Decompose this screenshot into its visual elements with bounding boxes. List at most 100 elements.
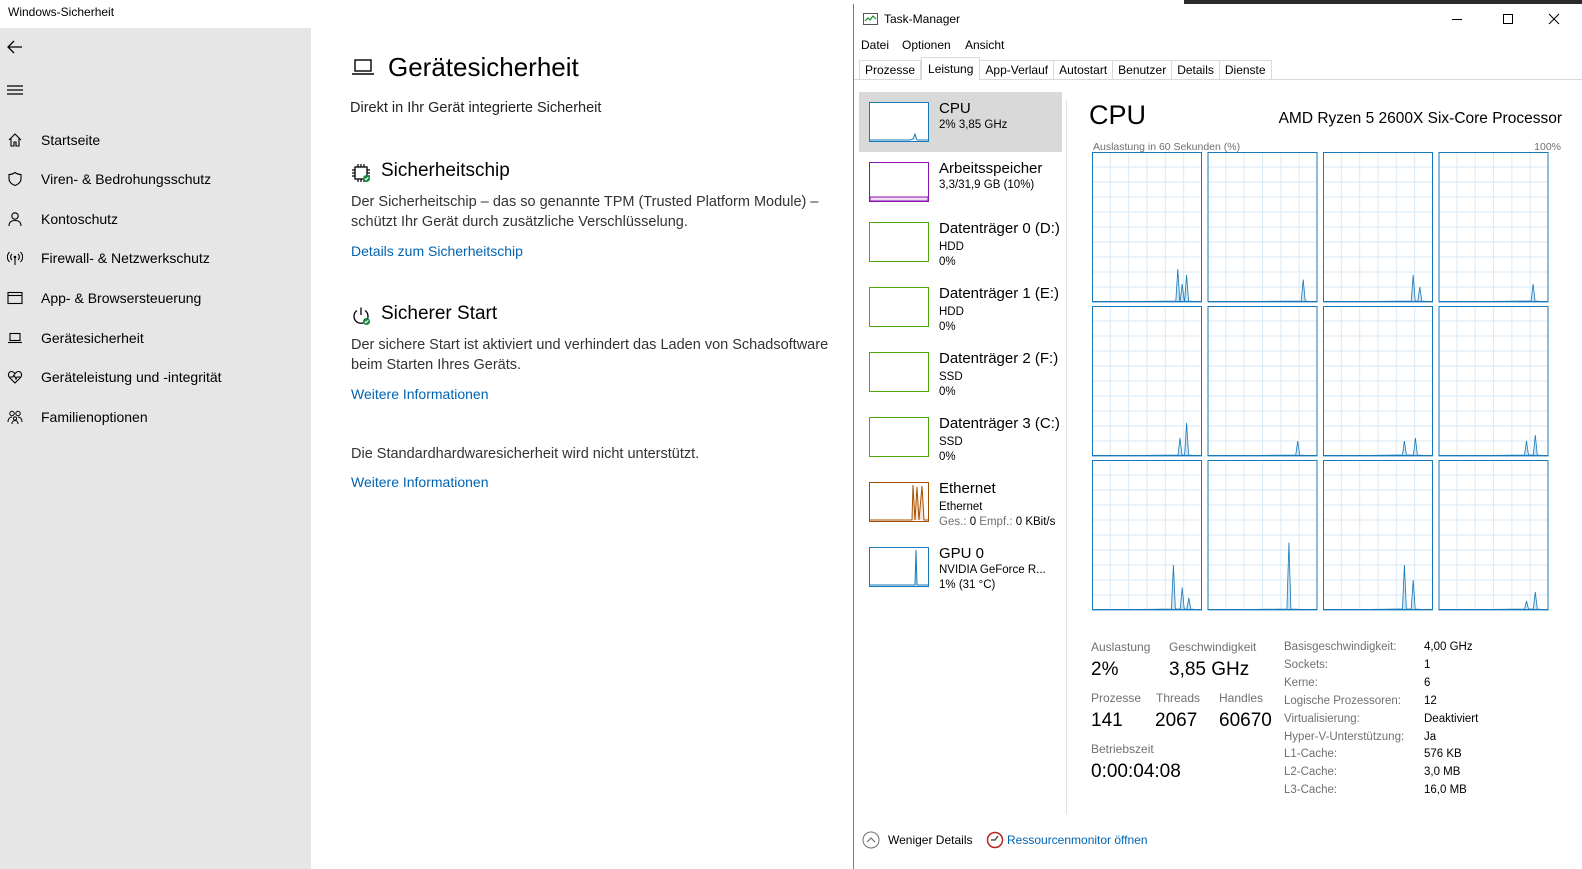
nav-item-geraeteleistung[interactable]: Geräteleistung und -integrität bbox=[0, 359, 311, 395]
menu-ansicht[interactable]: Ansicht bbox=[965, 38, 1005, 52]
tab-autostart[interactable]: Autostart bbox=[1054, 60, 1114, 80]
detail-value: Deaktiviert bbox=[1424, 713, 1479, 725]
maximize-button[interactable] bbox=[1493, 8, 1523, 30]
receive-label: Empf.: bbox=[979, 516, 1013, 528]
threads-label: Threads bbox=[1156, 691, 1201, 705]
standard-security-link[interactable]: Weitere Informationen bbox=[351, 474, 489, 490]
nav-item-kontoschutz[interactable]: Kontoschutz bbox=[0, 201, 311, 237]
resource-detail: 3,3/31,9 GB (10%) bbox=[939, 179, 1035, 191]
disk-thumbnail bbox=[869, 222, 929, 262]
standard-security-text: Die Standardhardwaresicherheit wird nich… bbox=[351, 446, 700, 462]
resource-usage: 0% bbox=[939, 386, 956, 398]
resource-ethernet[interactable]: Ethernet Ethernet Ges.: 0 Empf.: 0 KBit/… bbox=[859, 472, 1062, 532]
detail-value: 16,0 MB bbox=[1424, 784, 1467, 796]
betriebszeit-label: Betriebszeit bbox=[1091, 742, 1154, 756]
secure-boot-link[interactable]: Weitere Informationen bbox=[351, 386, 489, 402]
tab-dienste[interactable]: Dienste bbox=[1219, 60, 1272, 80]
title-bar[interactable]: Task-Manager bbox=[854, 4, 1582, 34]
laptop-icon bbox=[352, 59, 374, 75]
processor-graph bbox=[1438, 460, 1549, 611]
tab-benutzer[interactable]: Benutzer bbox=[1113, 60, 1173, 80]
detail-value: 576 KB bbox=[1424, 748, 1462, 760]
security-window-title: Windows-Sicherheit bbox=[8, 5, 115, 19]
minimize-button[interactable] bbox=[1442, 8, 1472, 30]
nav-label: App- & Browsersteuerung bbox=[41, 290, 202, 306]
memory-thumbnail bbox=[869, 162, 929, 202]
prozesse-value: 141 bbox=[1091, 710, 1123, 731]
tab-details[interactable]: Details bbox=[1172, 60, 1220, 80]
laptop-icon bbox=[7, 330, 23, 346]
nav-item-familienoptionen[interactable]: Familienoptionen bbox=[0, 399, 311, 435]
open-resource-monitor-link[interactable]: Ressourcenmonitor öffnen bbox=[1007, 833, 1148, 847]
detail-value: 1 bbox=[1424, 659, 1431, 671]
resource-disk-3[interactable]: Datenträger 3 (C:) SSD 0% bbox=[859, 407, 1062, 467]
processor-graph bbox=[1207, 460, 1318, 611]
resource-disk-1[interactable]: Datenträger 1 (E:) HDD 0% bbox=[859, 277, 1062, 337]
nav-item-geraetesicherheit[interactable]: Gerätesicherheit bbox=[0, 320, 311, 356]
menu-optionen[interactable]: Optionen bbox=[902, 38, 951, 52]
less-details-button[interactable]: Weniger Details bbox=[888, 833, 973, 847]
minimize-icon bbox=[1452, 19, 1462, 20]
cpu-detail-pane: CPU AMD Ryzen 5 2600X Six-Core Processor… bbox=[1067, 80, 1582, 820]
chip-details-link[interactable]: Details zum Sicherheitschip bbox=[351, 243, 523, 259]
home-icon bbox=[7, 132, 23, 148]
resource-memory[interactable]: Arbeitsspeicher 3,3/31,9 GB (10%) bbox=[859, 152, 1062, 212]
detail-key: Logische Prozessoren: bbox=[1284, 695, 1401, 707]
back-arrow-icon[interactable] bbox=[6, 38, 24, 56]
resource-cpu[interactable]: CPU 2% 3,85 GHz bbox=[859, 92, 1062, 152]
processor-graph bbox=[1322, 152, 1434, 303]
pane-divider bbox=[1066, 100, 1067, 814]
auslastung-value: 2% bbox=[1091, 659, 1119, 680]
menu-datei[interactable]: Datei bbox=[861, 38, 890, 52]
nav-item-firewall[interactable]: Firewall- & Netzwerkschutz bbox=[0, 240, 311, 276]
task-manager-window: Task-Manager Datei Optionen Ansicht Proz… bbox=[853, 4, 1582, 869]
betriebszeit-value: 0:00:04:08 bbox=[1091, 761, 1181, 782]
resource-usage: 0% bbox=[939, 451, 956, 463]
geschwindigkeit-label: Geschwindigkeit bbox=[1169, 640, 1257, 654]
processor-graph bbox=[1438, 306, 1549, 457]
hamburger-menu-icon[interactable] bbox=[6, 83, 24, 97]
resource-disk-2[interactable]: Datenträger 2 (F:) SSD 0% bbox=[859, 342, 1062, 402]
detail-key: Virtualisierung: bbox=[1284, 713, 1360, 725]
detail-value: 4,00 GHz bbox=[1424, 641, 1473, 653]
nav-item-app-browser[interactable]: App- & Browsersteuerung bbox=[0, 280, 311, 316]
processor-graph bbox=[1207, 152, 1318, 303]
detail-value: 6 bbox=[1424, 677, 1431, 689]
handles-label: Handles bbox=[1219, 691, 1264, 705]
nav-label: Kontoschutz bbox=[41, 211, 119, 227]
logical-processor-graphs bbox=[1092, 152, 1549, 611]
nav-label: Geräteleistung und -integrität bbox=[41, 369, 222, 385]
family-icon bbox=[7, 409, 23, 425]
disk-thumbnail bbox=[869, 287, 929, 327]
tab-leistung[interactable]: Leistung bbox=[921, 57, 981, 81]
shield-icon bbox=[7, 171, 23, 187]
nav-label: Startseite bbox=[41, 132, 101, 148]
security-sidebar: Startseite Viren- & Bedrohungsschutz Kon… bbox=[0, 28, 311, 869]
processor-graph bbox=[1322, 306, 1434, 457]
task-manager-icon bbox=[863, 13, 878, 25]
chevron-up-circle-icon[interactable] bbox=[862, 831, 880, 849]
detail-key: Basisgeschwindigkeit: bbox=[1284, 641, 1397, 653]
graph-label: Auslastung in 60 Sekunden (%) bbox=[1093, 141, 1241, 153]
detail-key: Sockets: bbox=[1284, 659, 1329, 671]
resource-name: Datenträger 3 (C:) bbox=[939, 415, 1060, 432]
resource-gpu[interactable]: GPU 0 NVIDIA GeForce R... 1% (31 °C) bbox=[859, 537, 1062, 597]
threads-value: 2067 bbox=[1155, 710, 1198, 731]
close-button[interactable] bbox=[1539, 8, 1569, 30]
disk-thumbnail bbox=[869, 352, 929, 392]
resource-name: Datenträger 0 (D:) bbox=[939, 220, 1060, 237]
nav-item-viren[interactable]: Viren- & Bedrohungsschutz bbox=[0, 161, 311, 197]
resource-disk-0[interactable]: Datenträger 0 (D:) HDD 0% bbox=[859, 212, 1062, 272]
resource-detail: NVIDIA GeForce R... bbox=[939, 564, 1046, 576]
resource-usage: 0% bbox=[939, 321, 956, 333]
nav-item-startseite[interactable]: Startseite bbox=[0, 122, 311, 158]
task-manager-footer: Weniger Details Ressourcenmonitor öffnen bbox=[854, 824, 1582, 864]
tab-prozesse[interactable]: Prozesse bbox=[859, 60, 922, 80]
detail-key: L3-Cache: bbox=[1284, 784, 1338, 796]
processor-graph bbox=[1092, 152, 1203, 303]
geschwindigkeit-value: 3,85 GHz bbox=[1169, 659, 1250, 680]
processor-graph bbox=[1322, 460, 1434, 611]
chip-text: Der Sicherheitschip – das so genannte TP… bbox=[351, 194, 819, 230]
tab-app-verlauf[interactable]: App-Verlauf bbox=[980, 60, 1055, 80]
heart-icon bbox=[7, 369, 23, 385]
